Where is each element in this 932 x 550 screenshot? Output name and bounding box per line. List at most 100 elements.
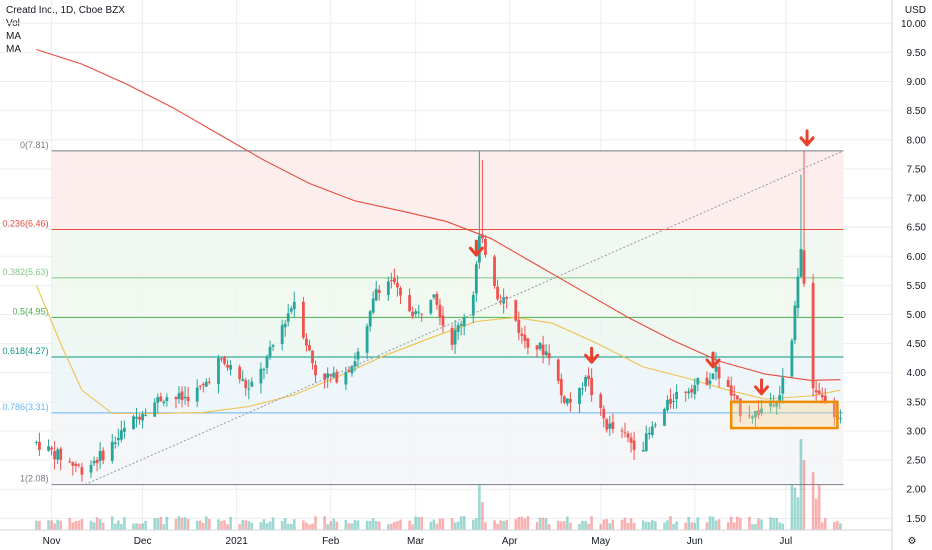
volume-bar <box>250 522 254 530</box>
candle-body <box>50 447 53 450</box>
volume-bar <box>453 522 457 530</box>
candle-body <box>517 319 521 333</box>
volume-bar <box>441 518 445 530</box>
candle-body <box>839 418 842 420</box>
candle-body <box>201 383 205 386</box>
candle-body <box>823 395 827 403</box>
candle-body <box>116 437 120 441</box>
fib-retracement: 0(7.81) 0.236(6.46) 0.382(5.63) 0.5(4.95) 0.… <box>3 140 844 486</box>
candle-body <box>793 305 797 341</box>
volume-bar <box>769 517 772 530</box>
price-tick-label: 6.00 <box>907 252 927 263</box>
candle-body <box>817 390 821 394</box>
price-tick-label: 2.50 <box>907 456 927 467</box>
volume-bar <box>735 516 739 530</box>
candle-body <box>141 414 144 421</box>
volume-bar <box>599 524 603 530</box>
legend-title: Creatd Inc., 1D, Cboe BZX <box>6 5 125 16</box>
volume-bar <box>226 524 229 530</box>
price-tick-label: 3.50 <box>907 397 927 408</box>
volume-bar <box>50 520 53 530</box>
candle-body <box>305 338 308 346</box>
candle-body <box>399 288 402 296</box>
candle-body <box>559 379 563 396</box>
candle-body <box>329 374 333 377</box>
volume-bar <box>732 522 736 530</box>
volume-bar <box>478 485 481 530</box>
volume-bar <box>811 472 815 530</box>
candle-body <box>344 371 348 385</box>
candle-body <box>754 411 757 418</box>
time-tick-label: Apr <box>502 536 518 547</box>
candle-body <box>198 385 202 387</box>
volume-bar <box>110 516 114 530</box>
volume-bar <box>526 516 530 530</box>
candle-body <box>350 366 354 374</box>
volume-bar <box>326 524 329 530</box>
volume-bar <box>195 520 199 530</box>
candle-body <box>474 264 478 294</box>
candle-body <box>538 342 542 349</box>
candle-body <box>514 300 518 321</box>
volume-bar <box>59 520 62 530</box>
ma-short-line <box>35 285 841 415</box>
candle-body <box>666 399 669 411</box>
volume-bar <box>714 520 718 530</box>
volume-bar <box>123 517 126 530</box>
candle-body <box>675 391 678 400</box>
volume-bar <box>502 521 505 530</box>
volume-bar <box>117 520 120 530</box>
candle-body <box>526 338 530 348</box>
candle-body <box>77 464 81 466</box>
volume-bar <box>323 516 326 530</box>
candle-body <box>499 300 503 302</box>
volume-bar <box>390 523 393 530</box>
volume-bar <box>162 524 166 530</box>
down-arrow-marker <box>468 239 484 257</box>
volume-bar <box>283 518 287 530</box>
settings-gear-icon[interactable]: ⚙ <box>908 536 917 547</box>
candle-body <box>241 379 245 381</box>
down-arrow-marker <box>799 129 815 147</box>
candle-body <box>493 256 496 287</box>
candle-body <box>599 394 603 409</box>
candle-body <box>119 430 123 440</box>
candle-body <box>568 399 572 403</box>
arrow-head <box>705 358 721 369</box>
candle-body <box>122 427 126 432</box>
candle-body <box>641 450 645 452</box>
volume-bar <box>77 520 81 530</box>
volume-bar <box>335 521 339 530</box>
time-tick-label: Jun <box>687 536 703 547</box>
volume-bar <box>435 523 439 530</box>
volume-bar <box>547 524 551 530</box>
fib-level-label: 0.382(5.63) <box>3 267 49 277</box>
candle-body <box>459 324 463 326</box>
volume-bar <box>217 519 220 530</box>
candle-body <box>314 365 317 376</box>
candle-body <box>581 388 584 390</box>
volume-bar <box>459 516 463 530</box>
candle-body <box>92 461 96 464</box>
time-tick-label: May <box>591 536 610 547</box>
volume-bar <box>332 518 336 530</box>
candle-body <box>180 391 184 401</box>
volume-bar <box>717 519 721 530</box>
candle-body <box>311 350 314 364</box>
price-tick-label: 10.00 <box>901 19 926 30</box>
candle-body <box>684 391 688 393</box>
candle-body <box>302 301 305 338</box>
volume-bar <box>393 521 396 530</box>
volume-bar <box>836 521 839 530</box>
volume-bar <box>268 521 272 530</box>
candle-body <box>74 463 78 466</box>
volume-bar <box>814 498 818 530</box>
volume-bar <box>781 523 785 530</box>
volume-bar <box>647 522 651 530</box>
volume-bar <box>89 520 93 530</box>
candle-body <box>177 393 181 399</box>
volume-bar <box>581 520 584 530</box>
candle-body <box>186 396 190 402</box>
candle-body <box>608 423 612 429</box>
